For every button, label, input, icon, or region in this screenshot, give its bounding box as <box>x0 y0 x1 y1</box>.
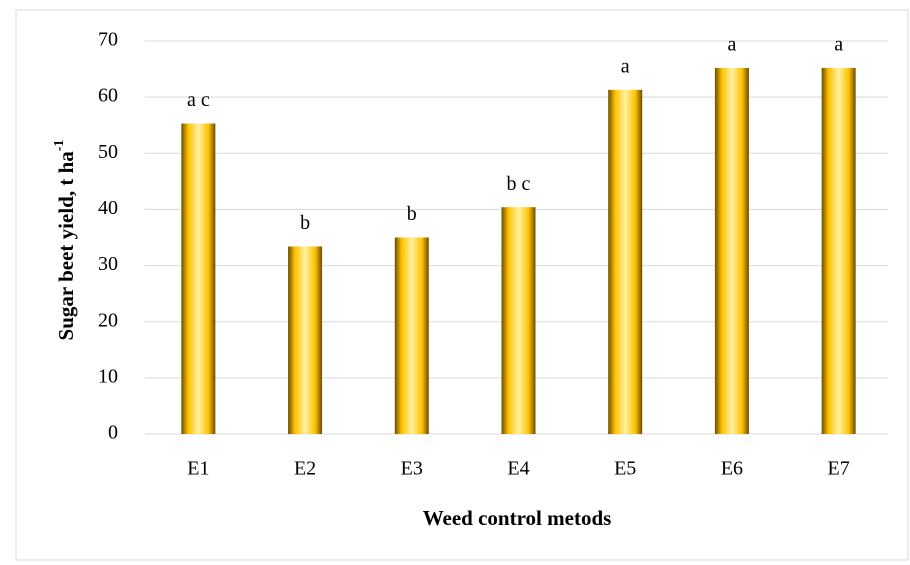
y-tick-label: 30 <box>98 253 118 275</box>
annotation: b <box>300 212 310 234</box>
bar <box>714 67 749 434</box>
y-tick-label: 50 <box>98 141 118 163</box>
x-tick-label: E6 <box>721 458 743 480</box>
annotation: b c <box>507 173 531 195</box>
y-tick-label: 60 <box>98 85 118 107</box>
x-tick-label: E7 <box>828 458 850 480</box>
bar <box>394 237 429 434</box>
bar <box>501 207 536 434</box>
bar <box>181 123 216 434</box>
annotation: a <box>834 34 843 56</box>
y-tick-label: 0 <box>108 422 118 444</box>
x-tick-label: E5 <box>614 458 636 480</box>
y-tick-label: 40 <box>98 197 118 219</box>
annotation: a <box>727 34 736 56</box>
x-tick-label: E1 <box>187 458 209 480</box>
y-tick-label: 20 <box>98 309 118 331</box>
bar <box>288 246 323 434</box>
annotation: b <box>407 203 417 225</box>
x-axis-title: Weed control metods <box>423 506 612 530</box>
y-tick-label: 70 <box>98 29 118 51</box>
bar <box>821 67 856 434</box>
y-axis-title: Sugar beet yield, t ha-1 <box>52 140 78 341</box>
y-axis-title-main: Sugar beet yield, t ha <box>54 151 78 341</box>
y-tick-label: 10 <box>98 365 118 387</box>
annotation: a c <box>187 89 210 111</box>
bar <box>608 89 643 434</box>
x-tick-label: E2 <box>294 458 316 480</box>
chart-border <box>15 9 909 561</box>
x-tick-label: E3 <box>401 458 423 480</box>
annotation: a <box>621 55 630 77</box>
x-tick-label: E4 <box>507 458 529 480</box>
y-axis-title-superscript: -1 <box>52 140 67 152</box>
